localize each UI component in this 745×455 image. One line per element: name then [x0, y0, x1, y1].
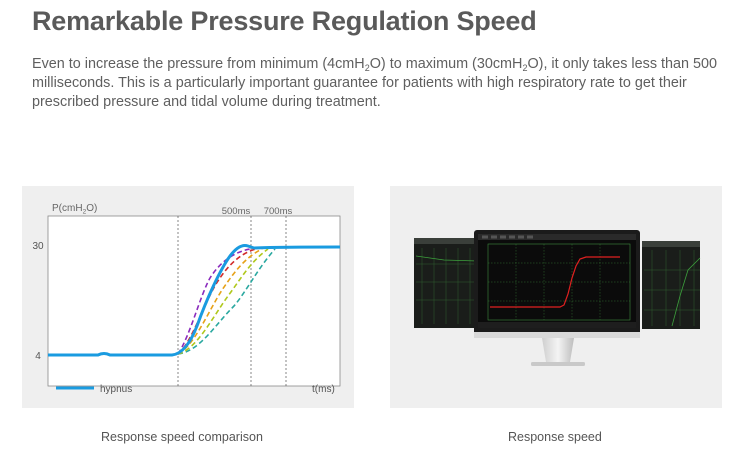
main-monitor — [474, 230, 640, 338]
legend-label-hypnus: hypnus — [100, 384, 132, 395]
comparison-chart-panel: P(cmH2O) 500ms 700ms 30 4 hypnus t(ms) — [22, 186, 354, 408]
caption-response-speed: Response speed — [508, 430, 602, 444]
y-axis-label: P(cmH2O) — [52, 203, 97, 216]
desc-part3: O), it only takes less than 500 millisec… — [32, 56, 718, 110]
desc-part2: O) to maximum (30cmH — [369, 56, 523, 72]
series-hypnus — [48, 244, 341, 357]
y-tick-30: 30 — [32, 241, 44, 252]
marker-label-500: 500ms — [222, 206, 251, 217]
plot-area — [47, 215, 341, 387]
desc-sub1: 2 — [364, 63, 370, 73]
series-dashed-3 — [177, 248, 263, 355]
response-speed-panel — [390, 186, 722, 408]
x-axis-label: t(ms) — [312, 384, 335, 395]
series-dashed-1 — [177, 248, 251, 355]
monitor-trace — [490, 256, 620, 308]
right-background-screen — [642, 241, 701, 329]
marker-label-700: 700ms — [264, 206, 293, 217]
desc-sub2: 2 — [522, 63, 528, 73]
series-dashed-2 — [177, 248, 257, 355]
page-description: Even to increase the pressure from minim… — [32, 55, 722, 112]
monitor-chin — [474, 332, 640, 338]
monitor-illustration — [414, 230, 701, 366]
series-dashed-4 — [177, 248, 269, 355]
desc-part1: Even to increase the pressure from minim… — [32, 56, 365, 72]
left-background-screen — [414, 238, 479, 328]
caption-comparison: Response speed comparison — [101, 430, 263, 444]
comparison-chart: P(cmH2O) 500ms 700ms 30 4 hypnus t(ms) — [32, 203, 341, 395]
page-title: Remarkable Pressure Regulation Speed — [32, 6, 537, 36]
monitor-screen — [478, 234, 636, 328]
y-tick-4: 4 — [35, 351, 41, 362]
series-dashed-5 — [177, 248, 276, 355]
monitor-stand — [531, 338, 585, 366]
